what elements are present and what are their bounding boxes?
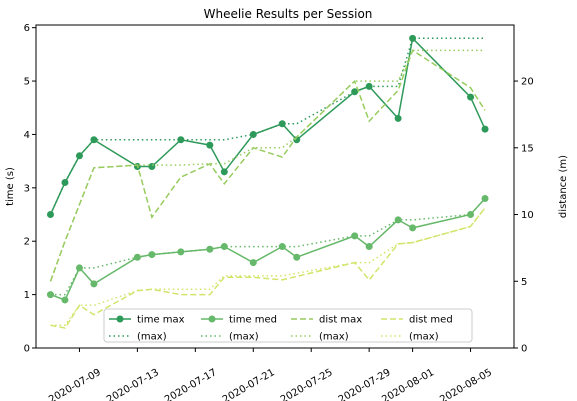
data-point [90,136,98,144]
data-point [46,211,54,219]
data-point [220,243,228,251]
data-point [481,125,489,133]
data-point [278,120,286,128]
chart-title: Wheelie Results per Session [204,7,373,21]
legend-entry: time max [137,315,185,326]
y2-tick-label: 10 [521,210,534,221]
y-tick-label: 0 [24,344,30,355]
data-point [394,216,402,224]
plot-area [46,34,489,329]
legend-entry: (max) [137,332,167,343]
data-point [206,141,214,149]
plot-frame [35,24,515,349]
legend-marker [116,315,124,323]
y-tick-label: 2 [24,237,30,248]
data-point [75,264,83,272]
series-line-0 [49,36,486,215]
legend-entry: dist med [409,315,453,326]
data-point [249,130,257,138]
x-tick-label: 2020-08-05 [438,367,494,401]
data-point [148,251,156,259]
data-point [220,168,228,176]
data-point [409,224,417,232]
x-tick-label: 2020-07-13 [105,367,161,401]
data-point [293,253,301,261]
y2-tick-label: 5 [521,277,527,288]
legend-entry: (max) [409,332,439,343]
data-point [61,178,69,186]
y2-tick-label: 20 [521,77,534,88]
x-tick-label: 2020-07-09 [47,367,103,401]
series-line-3 [50,197,486,296]
series-line-4 [49,49,486,282]
legend-entry: (max) [319,332,349,343]
data-point [467,93,475,101]
data-point [278,243,286,251]
data-point [177,136,185,144]
data-point [177,248,185,256]
data-point [90,280,98,288]
x-tick-label: 2020-07-21 [221,367,277,401]
data-point [409,34,417,42]
data-point [365,243,373,251]
legend-entry: time med [229,315,277,326]
legend-box [103,308,473,343]
y-tick-label: 5 [24,77,30,88]
legend-marker [208,315,216,323]
x-tick-label: 2020-07-17 [163,367,219,401]
data-point [46,291,54,299]
series-line-6 [50,207,486,329]
data-point [61,296,69,304]
data-point [249,259,257,267]
y-tick-label: 6 [24,23,30,34]
series-line-2 [50,197,486,301]
legend-entry: (max) [229,332,259,343]
y-tick-label: 1 [24,290,30,301]
data-point [481,195,489,203]
y2-tick-label: 15 [521,143,534,154]
y2-axis-label: distance (m) [558,155,569,218]
data-point [351,232,359,240]
y2-tick-label: 0 [521,344,527,355]
y-tick-label: 3 [24,183,30,194]
y-axis-label: time (s) [5,167,16,206]
series-line-1 [49,37,485,215]
x-tick-label: 2020-07-25 [279,367,335,401]
y-tick-label: 4 [24,130,30,141]
data-point [148,162,156,170]
data-point [293,136,301,144]
data-point [394,114,402,122]
legend: time max (max) time med (max) dist max (max) d… [103,308,473,343]
legend-entry: dist max [319,315,362,326]
